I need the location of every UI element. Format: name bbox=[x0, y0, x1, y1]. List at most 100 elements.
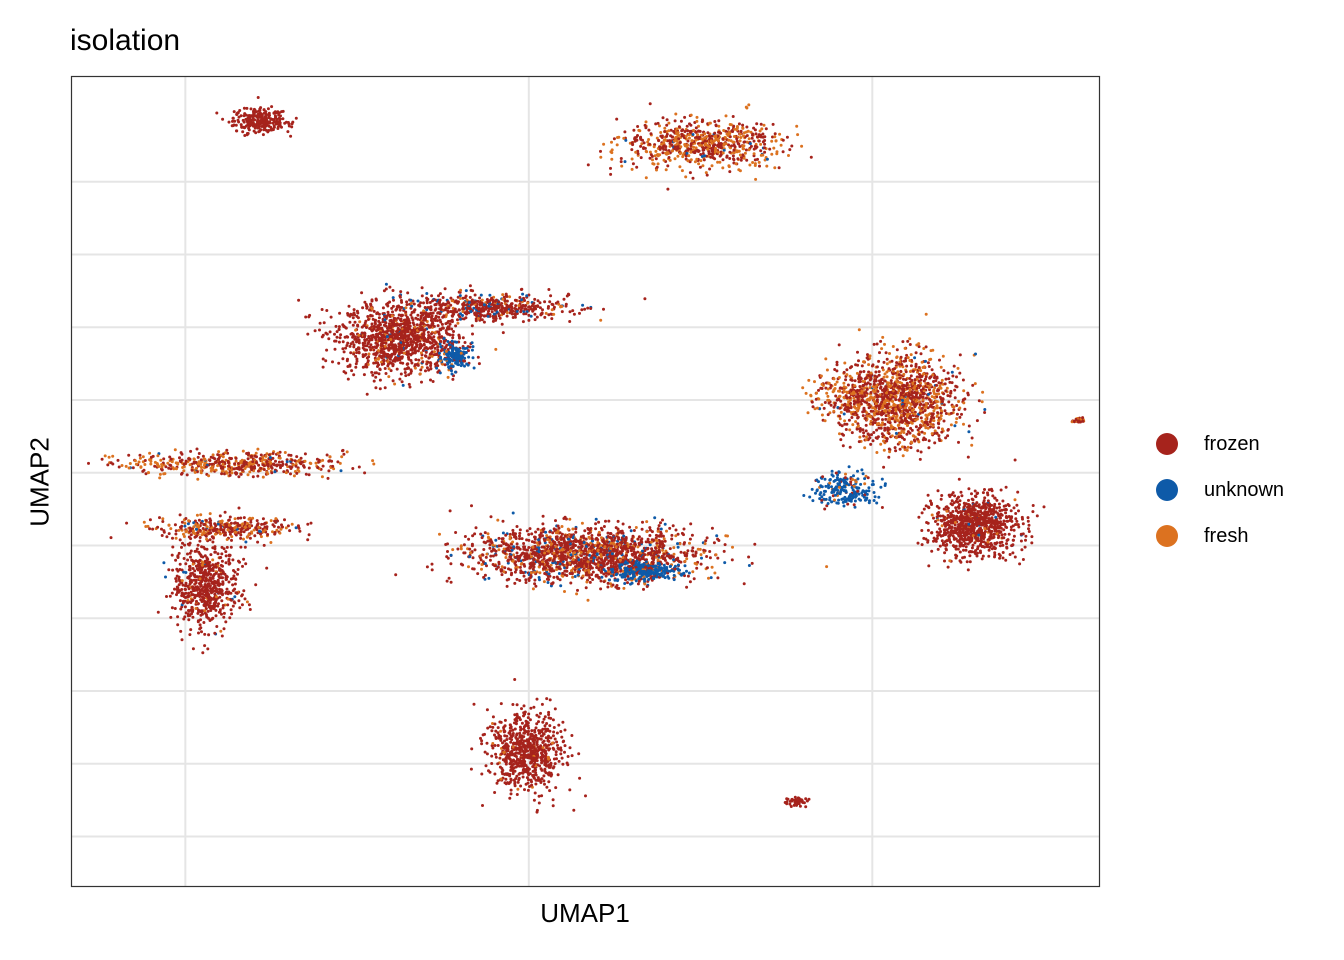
point-frozen bbox=[654, 122, 658, 126]
point-frozen bbox=[658, 147, 662, 151]
point-frozen bbox=[524, 312, 528, 316]
point-fresh bbox=[184, 530, 188, 534]
point-frozen bbox=[443, 363, 447, 367]
point-frozen bbox=[273, 532, 277, 536]
point-frozen bbox=[398, 323, 402, 327]
point-unknown bbox=[425, 292, 429, 295]
point-frozen bbox=[527, 305, 531, 309]
point-frozen bbox=[383, 367, 387, 370]
point-fresh bbox=[422, 309, 426, 313]
point-fresh bbox=[387, 375, 391, 379]
point-frozen bbox=[208, 605, 212, 609]
point-frozen bbox=[399, 290, 403, 294]
point-fresh bbox=[227, 523, 231, 527]
point-frozen bbox=[420, 380, 423, 384]
point-frozen bbox=[505, 303, 509, 307]
point-frozen bbox=[436, 324, 440, 328]
point-frozen bbox=[331, 464, 335, 468]
point-frozen bbox=[612, 137, 616, 141]
point-frozen bbox=[404, 346, 408, 350]
point-frozen bbox=[247, 114, 251, 117]
point-frozen bbox=[659, 521, 662, 525]
point-frozen bbox=[284, 463, 288, 466]
point-frozen bbox=[383, 386, 387, 390]
point-frozen bbox=[433, 362, 437, 366]
point-frozen bbox=[263, 115, 267, 119]
point-frozen bbox=[636, 152, 640, 156]
point-fresh bbox=[208, 512, 212, 516]
point-fresh bbox=[668, 158, 672, 162]
point-frozen bbox=[513, 315, 517, 319]
point-frozen bbox=[705, 173, 709, 177]
point-frozen bbox=[265, 566, 269, 570]
point-frozen bbox=[462, 543, 466, 547]
point-frozen bbox=[245, 452, 249, 455]
point-frozen bbox=[236, 572, 239, 576]
point-frozen bbox=[689, 147, 693, 151]
point-frozen bbox=[648, 102, 652, 106]
point-fresh bbox=[738, 153, 742, 157]
point-frozen bbox=[214, 608, 218, 612]
point-frozen bbox=[227, 580, 231, 584]
point-fresh bbox=[748, 163, 752, 167]
point-frozen bbox=[234, 456, 238, 460]
point-fresh bbox=[712, 139, 716, 143]
point-unknown bbox=[449, 364, 453, 368]
point-frozen bbox=[731, 115, 735, 118]
point-frozen bbox=[416, 313, 420, 317]
point-frozen bbox=[239, 472, 243, 476]
point-frozen bbox=[691, 176, 695, 180]
point-fresh bbox=[156, 454, 160, 458]
point-frozen bbox=[425, 366, 429, 370]
point-unknown bbox=[470, 341, 474, 345]
point-frozen bbox=[719, 146, 723, 150]
point-frozen bbox=[505, 584, 509, 588]
point-fresh bbox=[713, 135, 717, 138]
point-frozen bbox=[708, 167, 712, 171]
point-frozen bbox=[149, 455, 153, 459]
point-fresh bbox=[383, 344, 387, 348]
point-frozen bbox=[384, 324, 388, 328]
point-frozen bbox=[350, 369, 354, 373]
point-frozen bbox=[619, 160, 623, 164]
point-frozen bbox=[543, 300, 547, 304]
point-frozen bbox=[189, 555, 192, 559]
point-fresh bbox=[517, 304, 521, 308]
point-fresh bbox=[694, 138, 698, 142]
point-frozen bbox=[216, 453, 220, 457]
point-frozen bbox=[227, 464, 231, 468]
point-frozen bbox=[306, 538, 310, 542]
point-frozen bbox=[488, 543, 492, 547]
point-frozen bbox=[109, 536, 113, 540]
point-frozen bbox=[506, 559, 510, 563]
point-frozen bbox=[209, 598, 213, 602]
point-unknown bbox=[700, 556, 703, 560]
point-frozen bbox=[236, 118, 240, 122]
point-fresh bbox=[599, 318, 603, 322]
point-frozen bbox=[389, 329, 393, 333]
point-frozen bbox=[203, 644, 207, 648]
point-frozen bbox=[288, 465, 292, 469]
point-frozen bbox=[510, 307, 514, 311]
point-frozen bbox=[425, 565, 429, 569]
point-frozen bbox=[456, 318, 459, 322]
point-frozen bbox=[213, 584, 217, 588]
point-frozen bbox=[201, 527, 205, 530]
point-fresh bbox=[709, 139, 713, 143]
point-frozen bbox=[682, 134, 686, 138]
point-fresh bbox=[800, 144, 804, 148]
point-frozen bbox=[452, 312, 456, 316]
point-fresh bbox=[284, 526, 288, 530]
point-frozen bbox=[257, 469, 260, 473]
point-unknown bbox=[258, 529, 261, 533]
point-frozen bbox=[198, 571, 202, 575]
point-frozen bbox=[232, 110, 236, 114]
point-frozen bbox=[373, 322, 377, 326]
point-fresh bbox=[732, 135, 736, 138]
point-frozen bbox=[732, 144, 736, 148]
point-frozen bbox=[396, 356, 400, 360]
point-frozen bbox=[400, 355, 404, 359]
point-frozen bbox=[710, 134, 714, 138]
point-frozen bbox=[186, 552, 189, 556]
point-frozen bbox=[410, 361, 414, 365]
